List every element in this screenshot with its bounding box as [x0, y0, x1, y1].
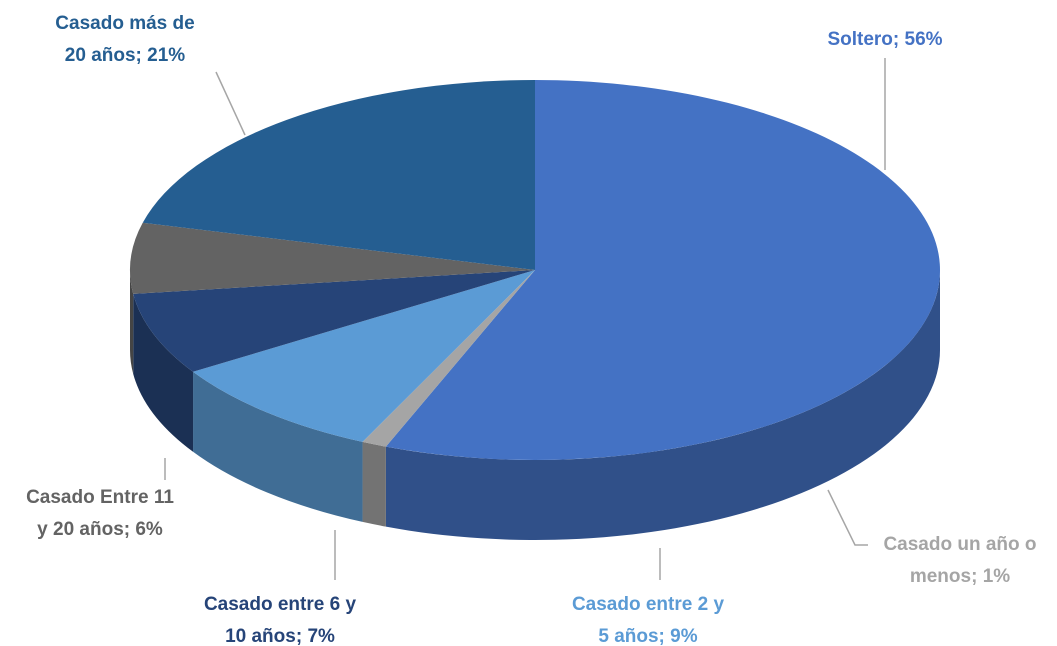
- slice: [385, 80, 941, 461]
- slice-side: [130, 270, 134, 374]
- slice: [142, 80, 535, 270]
- leader-line: [215, 71, 246, 136]
- data-label: y 20 años; 6%: [37, 519, 163, 540]
- slice: [362, 270, 535, 447]
- leader-line: [827, 489, 868, 546]
- slice: [130, 222, 535, 294]
- data-label: 20 años; 21%: [65, 45, 185, 66]
- data-label: Casado entre 6 y: [204, 594, 356, 615]
- slice: [193, 270, 536, 442]
- slice-side: [385, 270, 940, 540]
- slice: [133, 270, 535, 372]
- data-label: Casado más de: [55, 13, 194, 34]
- data-label: 10 años; 7%: [225, 626, 335, 646]
- slice-side: [193, 371, 363, 522]
- data-label: Casado entre 2 y: [572, 594, 724, 615]
- data-label: Casado Entre 11: [26, 487, 174, 508]
- slice-side: [362, 441, 386, 527]
- data-label: 5 años; 9%: [598, 626, 697, 646]
- data-label: Soltero; 56%: [827, 29, 942, 50]
- data-label: menos; 1%: [910, 566, 1010, 587]
- data-label: Casado un año o: [883, 534, 1036, 555]
- slice-side: [133, 293, 194, 452]
